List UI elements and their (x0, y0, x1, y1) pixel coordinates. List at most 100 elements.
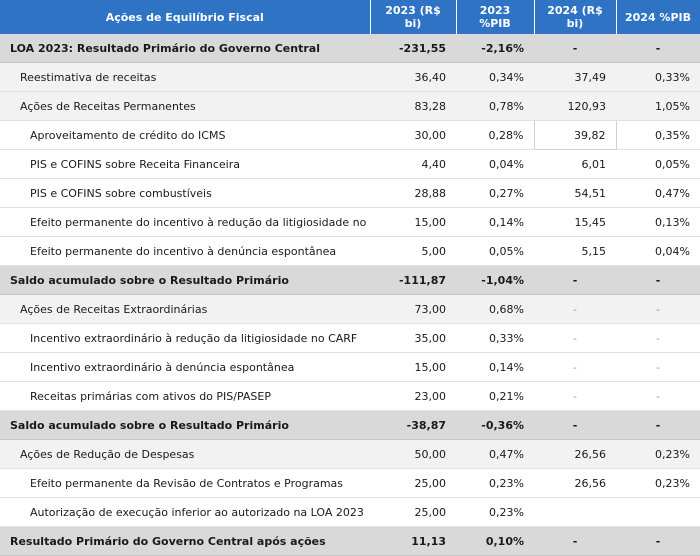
row-2024-value: 6,01 (534, 149, 616, 179)
row-2023-value: -38,87 (370, 410, 456, 440)
row-2023-pib: 0,10% (456, 526, 534, 556)
row-label: PIS e COFINS sobre Receita Financeira (0, 149, 370, 179)
row-label: Receitas primárias com ativos do PIS/PAS… (0, 381, 370, 411)
row-2023-pib: 0,14% (456, 207, 534, 237)
row-2023-pib: 0,23% (456, 468, 534, 498)
row-2024-pib: 0,23% (616, 439, 700, 469)
row-2024-value: - (534, 526, 616, 556)
table-row: Efeito permanente do incentivo à redução… (0, 207, 700, 237)
row-2024-value: 5,15 (534, 236, 616, 266)
header-2023-value: 2023 (R$ bi) (370, 0, 457, 34)
row-2024-value: - (534, 352, 616, 382)
row-2024-pib: 0,05% (616, 149, 700, 179)
row-2024-pib: 0,47% (616, 178, 700, 208)
header-actions: Ações de Equilíbrio Fiscal (0, 0, 371, 34)
row-2024-pib: - (616, 323, 700, 353)
row-label: Ações de Redução de Despesas (0, 439, 370, 469)
row-2023-value: 11,13 (370, 526, 456, 556)
row-2024-pib: - (616, 381, 700, 411)
row-2023-value: 15,00 (370, 207, 456, 237)
row-label: Autorização de execução inferior ao auto… (0, 497, 370, 527)
table-row: LOA 2023: Resultado Primário do Governo … (0, 34, 700, 63)
row-2024-value: 39,82 (533, 120, 617, 150)
row-2023-pib: 0,47% (456, 439, 534, 469)
row-2023-pib: 0,27% (456, 178, 534, 208)
row-2024-value: 26,56 (534, 468, 616, 498)
row-2023-value: 50,00 (370, 439, 456, 469)
row-2023-pib: -2,16% (456, 34, 534, 63)
row-2024-value (534, 497, 616, 527)
row-label: PIS e COFINS sobre combustíveis (0, 178, 370, 208)
row-2024-value: - (534, 34, 616, 63)
row-2023-value: 35,00 (370, 323, 456, 353)
table-row: Resultado Primário do Governo Central ap… (0, 526, 700, 556)
row-2023-value: 25,00 (370, 497, 456, 527)
row-label: Efeito permanente do incentivo à denúnci… (0, 236, 370, 266)
row-2023-pib: 0,14% (456, 352, 534, 382)
table-row: Efeito permanente da Revisão de Contrato… (0, 468, 700, 498)
header-2024-pib: 2024 %PIB (616, 0, 700, 34)
row-2023-pib: -0,36% (456, 410, 534, 440)
row-2023-value: 15,00 (370, 352, 456, 382)
row-2024-value: 15,45 (534, 207, 616, 237)
row-2024-value: 54,51 (534, 178, 616, 208)
row-2023-value: 73,00 (370, 294, 456, 324)
table-row: Ações de Redução de Despesas 50,00 0,47%… (0, 439, 700, 469)
row-2023-value: 4,40 (370, 149, 456, 179)
table-row: Aproveitamento de crédito do ICMS 30,00 … (0, 120, 700, 150)
table-row: Saldo acumulado sobre o Resultado Primár… (0, 410, 700, 440)
row-2023-value: 25,00 (370, 468, 456, 498)
table-row: Autorização de execução inferior ao auto… (0, 497, 700, 527)
table-header-row: Ações de Equilíbrio Fiscal 2023 (R$ bi) … (0, 0, 700, 34)
row-label: Saldo acumulado sobre o Resultado Primár… (0, 410, 370, 440)
table-row: PIS e COFINS sobre Receita Financeira 4,… (0, 149, 700, 179)
row-2023-pib: 0,23% (456, 497, 534, 527)
table-row: Incentivo extraordinário à denúncia espo… (0, 352, 700, 382)
row-2023-pib: 0,28% (456, 120, 534, 150)
row-label: Resultado Primário do Governo Central ap… (0, 526, 370, 556)
row-2024-pib: 1,05% (616, 91, 700, 121)
row-2023-pib: 0,21% (456, 381, 534, 411)
row-2024-pib: - (616, 294, 700, 324)
row-2024-pib: 0,35% (616, 120, 700, 150)
row-2023-pib: 0,05% (456, 236, 534, 266)
row-2024-pib: 0,04% (616, 236, 700, 266)
row-label: Ações de Receitas Permanentes (0, 91, 370, 121)
row-label: Efeito permanente do incentivo à redução… (0, 207, 370, 237)
table-row: PIS e COFINS sobre combustíveis 28,88 0,… (0, 178, 700, 208)
header-2024-value: 2024 (R$ bi) (534, 0, 617, 34)
row-2023-value: 23,00 (370, 381, 456, 411)
row-2024-pib: - (616, 410, 700, 440)
row-2024-value: 37,49 (534, 62, 616, 92)
row-2023-pib: -1,04% (456, 265, 534, 295)
row-2024-value: - (534, 410, 616, 440)
row-2024-pib: 0,23% (616, 468, 700, 498)
row-2024-value: - (534, 381, 616, 411)
row-label: Saldo acumulado sobre o Resultado Primár… (0, 265, 370, 295)
row-2023-value: 83,28 (370, 91, 456, 121)
row-2023-value: 5,00 (370, 236, 456, 266)
table-row: Efeito permanente do incentivo à denúnci… (0, 236, 700, 266)
row-2023-value: 36,40 (370, 62, 456, 92)
row-2024-pib: - (616, 526, 700, 556)
row-label: Incentivo extraordinário à denúncia espo… (0, 352, 370, 382)
row-2023-value: -111,87 (370, 265, 456, 295)
table-row: Ações de Receitas Permanentes 83,28 0,78… (0, 91, 700, 121)
table-row: Receitas primárias com ativos do PIS/PAS… (0, 381, 700, 411)
row-2023-pib: 0,04% (456, 149, 534, 179)
row-2024-value: 120,93 (534, 91, 616, 121)
row-label: Aproveitamento de crédito do ICMS (0, 120, 370, 150)
row-label: Ações de Receitas Extraordinárias (0, 294, 370, 324)
row-2024-value: - (534, 294, 616, 324)
row-2023-pib: 0,78% (456, 91, 534, 121)
header-2023-pib: 2023 %PIB (456, 0, 535, 34)
row-label: Reestimativa de receitas (0, 62, 370, 92)
row-2024-value: - (534, 323, 616, 353)
row-2023-pib: 0,68% (456, 294, 534, 324)
row-2023-value: 30,00 (370, 120, 456, 150)
table-row: Incentivo extraordinário à redução da li… (0, 323, 700, 353)
row-label: Efeito permanente da Revisão de Contrato… (0, 468, 370, 498)
row-2024-pib: - (616, 352, 700, 382)
row-2024-pib: - (616, 34, 700, 63)
